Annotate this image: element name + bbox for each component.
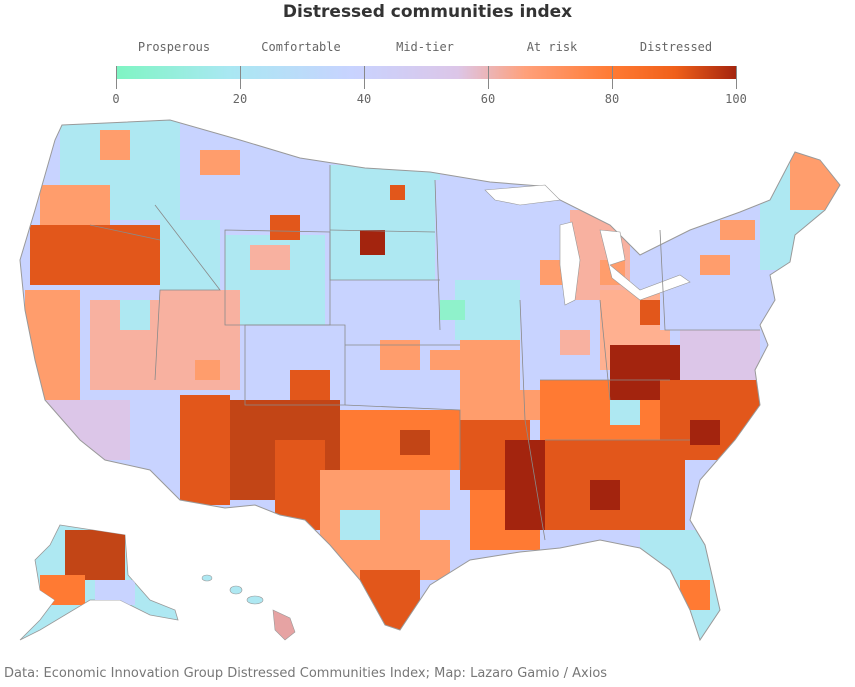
patch-3: [270, 215, 300, 240]
legend-tick-label-80: 80: [604, 92, 620, 106]
legend-tick-label-60: 60: [480, 92, 496, 106]
region-oregon-distressed: [30, 225, 160, 285]
patch-8: [380, 340, 420, 370]
legend-tick-0: [116, 66, 117, 89]
legend-color-bar: [116, 66, 737, 79]
patch-20: [680, 580, 710, 610]
patch-21: [440, 300, 465, 320]
patch-2: [200, 150, 240, 175]
region-southtexas-distressed: [360, 570, 420, 630]
patch-14: [400, 430, 430, 455]
patch-24: [560, 330, 590, 355]
patch-9: [290, 370, 330, 400]
us-county-map: [19, 119, 841, 641]
region-virginia-midtier: [680, 330, 760, 380]
region-washington-atrisk: [40, 185, 110, 225]
patch-7: [430, 350, 460, 370]
patch-4: [360, 230, 385, 255]
alaska: [19, 524, 179, 641]
patch-15: [590, 480, 620, 510]
alaska-atrisk: [40, 575, 85, 605]
legend-tick-label-0: 0: [112, 92, 120, 106]
patch-25: [640, 300, 660, 325]
state-borders: [89, 165, 760, 541]
hawaii: [201, 574, 296, 641]
patch-12: [700, 255, 730, 275]
legend-category-comfortable: Comfortable: [261, 40, 341, 54]
legend-category-prosperous: Prosperous: [137, 40, 211, 54]
patch-22: [120, 300, 150, 330]
region-california-south: [45, 400, 135, 460]
region-dakotas-comfortable: [330, 165, 440, 280]
patch-19: [420, 510, 450, 540]
region-arizona-distressed: [180, 395, 230, 505]
lake-huron-erie: [599, 229, 691, 301]
legend-tick-label-40: 40: [356, 92, 372, 106]
legend-category-mid-tier: Mid-tier: [396, 40, 454, 54]
legend-tick-60: [488, 66, 489, 89]
patch-1: [100, 130, 130, 160]
lake-superior: [484, 184, 561, 206]
county-regions: [25, 120, 840, 640]
source-note: Data: Economic Innovation Group Distress…: [4, 666, 608, 681]
alaska-severe: [65, 530, 125, 580]
patch-17: [610, 400, 640, 425]
alaska-comfortable: [95, 580, 135, 605]
patch-5: [390, 185, 405, 200]
patch-6: [250, 245, 290, 270]
patch-18: [340, 510, 380, 540]
legend-tick-80: [612, 66, 613, 89]
legend-tick-20: [240, 66, 241, 89]
patch-23: [195, 360, 220, 380]
region-iowa-comfortable: [455, 280, 525, 340]
lake-michigan: [559, 221, 581, 306]
legend-tick-100: [736, 66, 737, 89]
region-maine-atrisk: [790, 150, 840, 210]
patch-16: [690, 420, 720, 445]
chart-title: Distressed communities index: [282, 2, 573, 22]
legend-tick-40: [364, 66, 365, 89]
patch-13: [720, 220, 755, 240]
region-mississippi-severe: [505, 440, 545, 530]
region-westtexas: [275, 440, 325, 530]
legend-tick-label-100: 100: [725, 92, 747, 106]
legend-tick-label-20: 20: [232, 92, 248, 106]
legend-category-distressed: Distressed: [639, 40, 713, 54]
legend-category-at-risk: At risk: [526, 40, 578, 54]
